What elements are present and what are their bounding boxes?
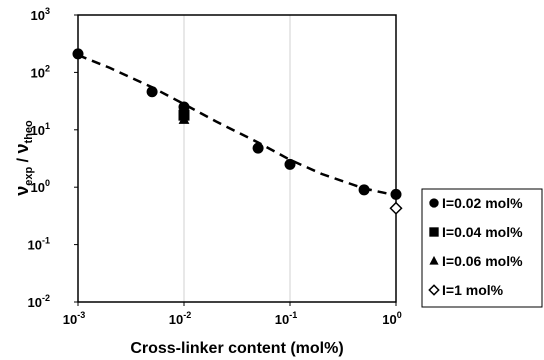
trend-line-path xyxy=(77,53,397,197)
data-point-s0-1 xyxy=(146,86,158,98)
y-tick-label-2: 100 xyxy=(31,178,50,195)
legend: I=0.02 mol% I=0.04 mol% I=0.06 mol% I=1 mol… xyxy=(421,188,543,308)
y-axis-title: νexp / νtheo xyxy=(12,120,35,196)
y-axis-title-main-2: ν xyxy=(12,143,32,153)
x-axis-title: Cross-linker content (mol%) xyxy=(130,340,343,357)
data-point-s0-4 xyxy=(284,158,296,170)
x-tick-labels: 10-3 10-2 10-1 100 xyxy=(63,302,402,327)
y-axis-title-main: ν xyxy=(12,186,32,196)
x-tick-label-0: 10-3 xyxy=(63,310,85,327)
legend-marker-2 xyxy=(429,255,439,265)
legend-label-0: I=0.02 mol% xyxy=(442,195,523,211)
y-tick-label-0: 10-2 xyxy=(28,293,50,310)
data-point-s0-6 xyxy=(390,188,402,200)
y-tick-label-5: 103 xyxy=(31,6,50,23)
data-point-s0-5 xyxy=(358,184,370,196)
x-tick-label-1: 10-2 xyxy=(169,310,191,327)
y-tick-label-4: 102 xyxy=(31,63,50,80)
y-axis-title-sep: / xyxy=(15,153,32,166)
y-tick-labels: 10-2 10-1 100 101 102 103 xyxy=(28,6,78,310)
y-tick-label-3: 101 xyxy=(31,121,50,138)
legend-marker-0 xyxy=(429,198,439,208)
legend-label-1: I=0.04 mol% xyxy=(442,224,523,240)
grid-lines xyxy=(183,15,291,302)
data-markers xyxy=(72,48,403,215)
trend-line xyxy=(77,53,397,197)
legend-marker-3 xyxy=(428,284,440,296)
y-axis-title-sub2: theo xyxy=(23,120,35,144)
data-point-s2-0 xyxy=(178,113,190,124)
legend-label-2: I=0.06 mol% xyxy=(442,253,523,269)
y-tick-label-1: 10-1 xyxy=(28,236,50,253)
x-tick-label-2: 10-1 xyxy=(275,310,297,327)
legend-entries: I=0.02 mol% I=0.04 mol% I=0.06 mol% I=1 mol… xyxy=(428,195,523,298)
legend-label-3: I=1 mol% xyxy=(442,282,504,298)
legend-box xyxy=(421,188,543,308)
x-tick-label-3: 100 xyxy=(382,310,401,327)
y-axis-title-sub1: exp xyxy=(23,167,35,186)
data-point-s3-0 xyxy=(389,201,403,215)
data-point-s0-3 xyxy=(252,142,264,154)
legend-marker-1 xyxy=(429,227,439,237)
plot-area xyxy=(77,14,397,303)
data-point-s0-0 xyxy=(72,48,84,60)
